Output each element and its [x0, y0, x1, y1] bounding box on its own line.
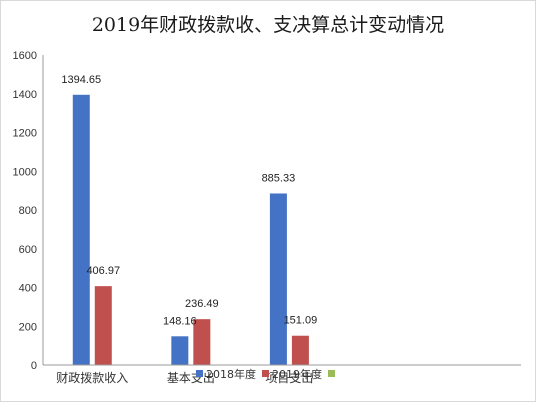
y-tick-label: 1000	[13, 166, 37, 178]
y-axis: 0 200 400 600 800 1000 1200 1400 1600	[13, 50, 44, 372]
legend-swatch	[196, 370, 203, 377]
data-label: 1394.65	[61, 74, 101, 86]
y-tick-label: 0	[31, 360, 37, 372]
y-tick-label: 200	[19, 321, 37, 333]
legend: 2018年度 2019年度	[196, 367, 335, 381]
legend-swatch	[262, 370, 269, 377]
data-label: 885.33	[262, 172, 296, 184]
bar	[291, 335, 309, 365]
chart-title: 2019年财政拨款收、支决算总计变动情况	[92, 14, 444, 36]
x-tick-label: 项目支出	[265, 371, 313, 385]
x-tick-label: 财政拨款收入	[56, 371, 128, 385]
y-tick-label: 1600	[13, 50, 37, 62]
bar-group	[72, 94, 309, 365]
y-tick-label: 800	[19, 205, 37, 217]
data-label: 151.09	[284, 315, 318, 327]
data-label: 148.16	[163, 315, 197, 327]
y-tick-label: 1200	[13, 128, 37, 140]
y-tick-label: 1400	[13, 89, 37, 101]
bar	[193, 319, 211, 365]
y-tick-label: 600	[19, 244, 37, 256]
bar	[72, 94, 90, 365]
data-labels: 1394.65 406.97 148.16 236.49 885.33 151.09	[61, 74, 317, 328]
bar	[94, 286, 112, 365]
data-label: 236.49	[185, 298, 219, 310]
data-label: 406.97	[86, 265, 120, 277]
bar	[269, 193, 287, 365]
legend-label: 2019年度	[272, 367, 322, 381]
y-tick-label: 400	[19, 283, 37, 295]
legend-label: 2018年度	[206, 367, 256, 381]
bar	[171, 336, 189, 365]
legend-swatch	[328, 370, 335, 377]
